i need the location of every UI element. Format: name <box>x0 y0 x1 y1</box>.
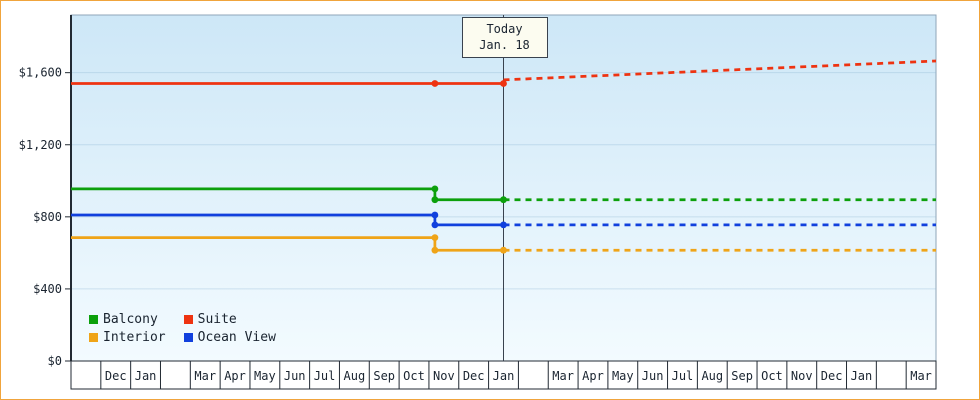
suite-data-point <box>500 80 507 87</box>
ocean-view-data-point <box>431 221 439 229</box>
x-axis-month-label: Oct <box>403 369 425 383</box>
y-axis-label: $800 <box>33 210 62 224</box>
today-marker-date: Jan. 18 <box>479 38 530 52</box>
x-axis-month-label: Apr <box>224 369 246 383</box>
suite-color-swatch <box>183 315 193 324</box>
x-axis-month-label: Dec <box>105 369 127 383</box>
balcony-color-swatch <box>89 315 98 324</box>
interior-line-history <box>71 236 504 252</box>
x-axis-month-label: Sep <box>373 369 395 383</box>
x-axis-month-label: Dec <box>463 369 485 383</box>
suite-data-point <box>431 80 439 87</box>
y-axis-label: $1,600 <box>19 66 62 80</box>
x-axis-month-label: Mar <box>910 369 932 383</box>
x-axis-month-label: Oct <box>761 369 783 383</box>
x-axis-month-label: Aug <box>344 369 366 383</box>
x-axis-month-label: Apr <box>582 369 604 383</box>
chart-legend: Balcony Suite Interior Ocean View <box>89 312 276 345</box>
ocean-view-line-history <box>71 213 504 227</box>
month-band <box>70 360 937 390</box>
ocean-view-data-point <box>431 211 439 219</box>
interior-data-point <box>500 246 507 254</box>
legend-item-suite: Suite <box>183 312 276 327</box>
legend-label-ocean-view: Ocean View <box>197 330 276 345</box>
x-axis-month-label: Nov <box>433 369 455 383</box>
x-axis-month-label: Sep <box>731 369 753 383</box>
today-marker: Today Jan. 18 <box>461 17 548 58</box>
legend-item-balcony: Balcony <box>89 312 166 327</box>
today-marker-title: Today <box>486 22 523 36</box>
balcony-line-history <box>71 187 504 202</box>
balcony-data-point <box>431 185 439 193</box>
x-axis-month-label: Jun <box>284 369 306 383</box>
x-axis-month-label: Jun <box>642 369 664 383</box>
x-axis-month-label: Aug <box>701 369 723 383</box>
legend-label-interior: Interior <box>103 330 166 345</box>
x-axis-month-label: Mar <box>194 369 216 383</box>
x-axis-month-label: Jul <box>672 369 694 383</box>
x-axis-month-label: Jan <box>493 369 515 383</box>
x-axis-month-label: Jul <box>314 369 336 383</box>
legend-item-ocean-view: Ocean View <box>183 330 276 345</box>
balcony-data-point <box>500 196 507 204</box>
legend-item-interior: Interior <box>89 330 166 345</box>
y-axis-label: $0 <box>48 354 62 368</box>
x-axis-month-label: Jan <box>851 369 873 383</box>
y-axis-label: $1,200 <box>19 138 62 152</box>
ocean-view-data-point <box>500 221 507 229</box>
balcony-data-point <box>431 196 439 204</box>
interior-color-swatch <box>89 333 98 342</box>
ocean-view-color-swatch <box>183 333 193 342</box>
x-axis-month-label: Dec <box>821 369 843 383</box>
y-axis-label: $400 <box>33 282 62 296</box>
legend-label-balcony: Balcony <box>103 312 158 327</box>
x-axis-month-label: Nov <box>791 369 813 383</box>
interior-data-point <box>431 246 439 254</box>
x-axis-month-label: May <box>612 369 634 383</box>
x-axis-month-label: May <box>254 369 276 383</box>
x-axis-month-label: Jan <box>135 369 157 383</box>
interior-data-point <box>431 234 439 242</box>
x-axis-month-label: Mar <box>552 369 574 383</box>
legend-label-suite: Suite <box>197 312 237 327</box>
